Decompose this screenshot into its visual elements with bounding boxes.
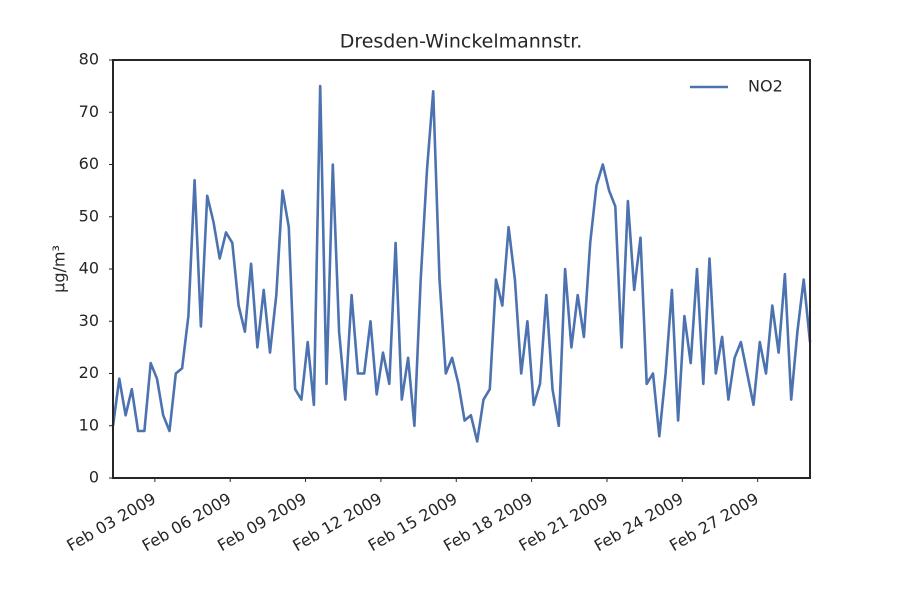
plot-frame [112, 59, 811, 479]
legend-label: NO2 [748, 77, 783, 96]
y-tick-label: 10 [79, 415, 99, 434]
y-tick-label: 60 [79, 154, 99, 173]
data-line [111, 84, 812, 443]
y-tick-label: 50 [79, 206, 99, 225]
y-tick-label: 0 [89, 468, 99, 487]
y-tick-label: 20 [79, 363, 99, 382]
y-tick-label: 70 [79, 102, 99, 121]
y-axis-label: μg/m³ [50, 245, 69, 293]
y-tick-label: 30 [79, 311, 99, 330]
y-tick-label: 80 [79, 50, 99, 69]
y-tick-label: 40 [79, 259, 99, 278]
chart-title: Dresden-Winckelmannstr. [340, 31, 583, 53]
